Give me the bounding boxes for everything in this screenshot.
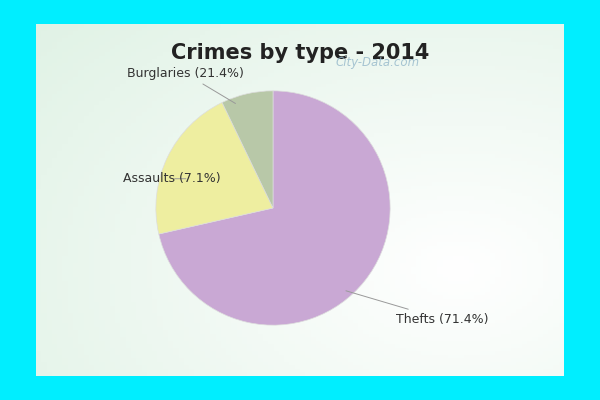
Text: Crimes by type - 2014: Crimes by type - 2014	[171, 43, 429, 63]
Wedge shape	[222, 91, 273, 208]
Text: City-Data.com: City-Data.com	[335, 56, 419, 69]
Wedge shape	[159, 91, 390, 325]
Text: Assaults (7.1%): Assaults (7.1%)	[123, 172, 221, 185]
Text: Burglaries (21.4%): Burglaries (21.4%)	[127, 67, 244, 104]
Text: Thefts (71.4%): Thefts (71.4%)	[346, 291, 488, 326]
Wedge shape	[156, 102, 273, 234]
